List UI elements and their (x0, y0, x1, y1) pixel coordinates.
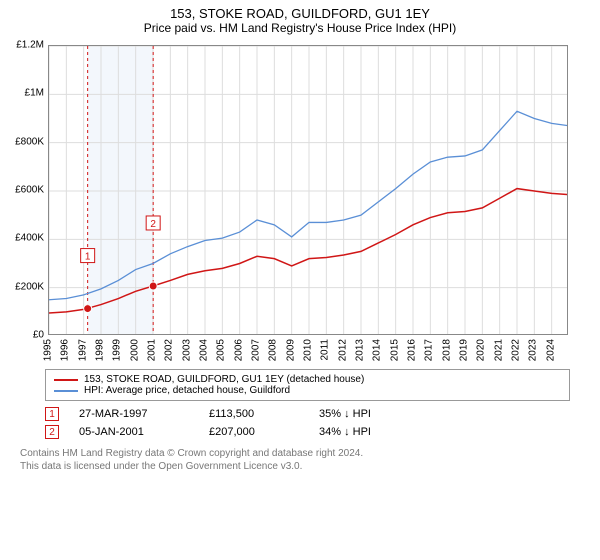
x-tick-label: 2013 (355, 335, 366, 361)
x-tick-label: 2008 (268, 335, 279, 361)
sale-row: 1 27-MAR-1997 £113,500 35% ↓ HPI (45, 405, 570, 423)
sales-table: 1 27-MAR-1997 £113,500 35% ↓ HPI 2 05-JAN-200… (45, 405, 570, 441)
x-tick-label: 2020 (476, 335, 487, 361)
chart-svg: 12 (48, 45, 568, 335)
chart-subtitle: Price paid vs. HM Land Registry's House … (0, 21, 600, 37)
legend-item: 153, STOKE ROAD, GUILDFORD, GU1 1EY (det… (54, 374, 561, 385)
sale-marker-number: 2 (45, 425, 59, 439)
x-tick-label: 1999 (112, 335, 123, 361)
x-tick-label: 1998 (95, 335, 106, 361)
x-tick-label: 2014 (372, 335, 383, 361)
chart-page: 153, STOKE ROAD, GUILDFORD, GU1 1EY Pric… (0, 0, 600, 560)
y-tick-label: £600K (15, 185, 48, 196)
chart-title: 153, STOKE ROAD, GUILDFORD, GU1 1EY (0, 0, 600, 21)
sale-price: £207,000 (209, 426, 299, 438)
x-tick-label: 2015 (389, 335, 400, 361)
legend-swatch (54, 379, 78, 381)
x-tick-label: 2023 (528, 335, 539, 361)
x-tick-label: 1996 (60, 335, 71, 361)
legend-swatch (54, 390, 78, 392)
legend: 153, STOKE ROAD, GUILDFORD, GU1 1EY (det… (45, 369, 570, 401)
x-tick-label: 2003 (181, 335, 192, 361)
sale-price: £113,500 (209, 408, 299, 420)
legend-item: HPI: Average price, detached house, Guil… (54, 385, 561, 396)
x-tick-label: 2019 (459, 335, 470, 361)
y-tick-label: £1.2M (16, 40, 48, 51)
svg-text:2: 2 (150, 219, 156, 230)
x-tick-label: 2009 (285, 335, 296, 361)
legend-label: HPI: Average price, detached house, Guil… (84, 385, 290, 396)
x-tick-label: 2010 (303, 335, 314, 361)
x-tick-label: 1997 (77, 335, 88, 361)
chart-area: 12 £0£200K£400K£600K£800K£1M£1.2M1995199… (48, 45, 568, 335)
x-tick-label: 2002 (164, 335, 175, 361)
x-tick-label: 2006 (233, 335, 244, 361)
sale-row: 2 05-JAN-2001 £207,000 34% ↓ HPI (45, 423, 570, 441)
x-tick-label: 2000 (129, 335, 140, 361)
legend-label: 153, STOKE ROAD, GUILDFORD, GU1 1EY (det… (84, 374, 364, 385)
x-tick-label: 2018 (441, 335, 452, 361)
y-tick-label: £1M (25, 88, 48, 99)
x-tick-label: 2021 (493, 335, 504, 361)
x-tick-label: 2004 (199, 335, 210, 361)
x-tick-label: 2012 (337, 335, 348, 361)
y-tick-label: £800K (15, 136, 48, 147)
y-tick-label: £200K (15, 281, 48, 292)
x-tick-label: 2011 (320, 335, 331, 361)
footer-attribution: Contains HM Land Registry data © Crown c… (20, 447, 580, 473)
sale-delta-hpi: 34% ↓ HPI (319, 426, 371, 438)
x-tick-label: 2024 (545, 335, 556, 361)
svg-text:1: 1 (85, 252, 91, 263)
x-tick-label: 2007 (251, 335, 262, 361)
sale-date: 27-MAR-1997 (79, 408, 189, 420)
x-tick-label: 1995 (43, 335, 54, 361)
sale-date: 05-JAN-2001 (79, 426, 189, 438)
x-tick-label: 2017 (424, 335, 435, 361)
y-tick-label: £400K (15, 233, 48, 244)
sale-delta-hpi: 35% ↓ HPI (319, 408, 371, 420)
x-tick-label: 2005 (216, 335, 227, 361)
footer-line-2: This data is licensed under the Open Gov… (20, 460, 580, 473)
x-tick-label: 2016 (407, 335, 418, 361)
sale-marker-number: 1 (45, 407, 59, 421)
x-tick-label: 2022 (511, 335, 522, 361)
x-tick-label: 2001 (147, 335, 158, 361)
footer-line-1: Contains HM Land Registry data © Crown c… (20, 447, 580, 460)
